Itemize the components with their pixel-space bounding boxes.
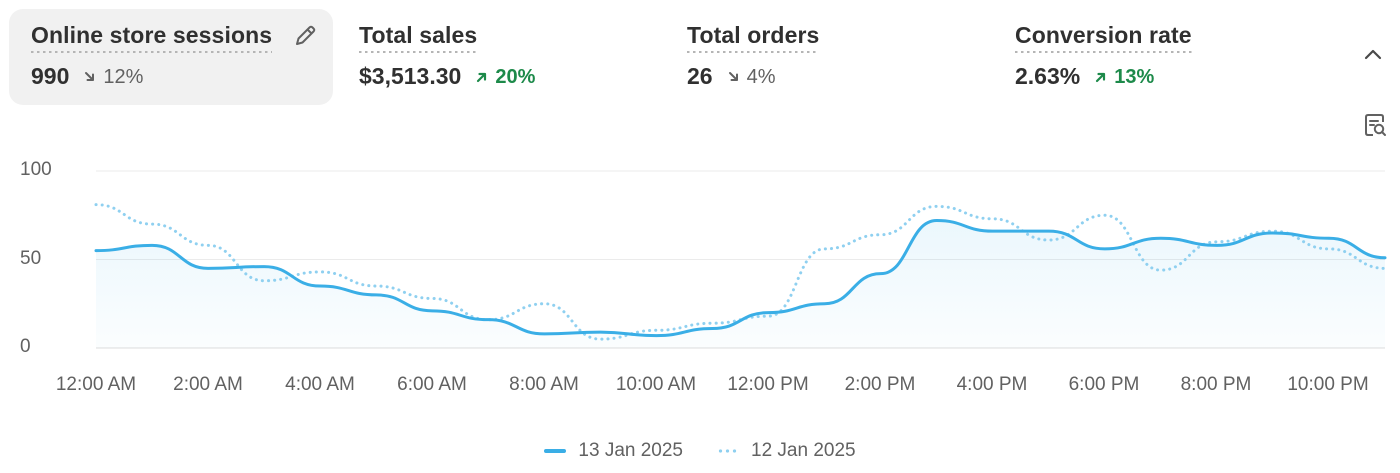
x-tick-label: 8:00 PM — [1180, 374, 1252, 395]
metric-title[interactable]: Conversion rate — [1015, 22, 1192, 53]
y-tick-label: 100 — [20, 159, 52, 180]
metric-change: 12% — [83, 66, 143, 89]
metric-value: 26 — [687, 63, 713, 89]
x-tick-label: 4:00 PM — [956, 374, 1028, 395]
search-insights-icon[interactable] — [1362, 112, 1388, 138]
series-area-current — [96, 220, 1385, 348]
x-tick-label: 12:00 PM — [727, 374, 809, 395]
metric-change-value: 4% — [746, 65, 776, 88]
x-tick-label: 2:00 PM — [844, 374, 916, 395]
legend-label: 13 Jan 2025 — [578, 440, 683, 461]
metric-title[interactable]: Online store sessions — [31, 22, 273, 53]
arrow-down-right-icon — [728, 72, 738, 81]
legend-swatch-dotted — [717, 449, 739, 453]
metric-change: 20% — [475, 66, 535, 89]
x-tick-label: 8:00 AM — [509, 374, 579, 395]
legend-item-previous[interactable]: 12 Jan 2025 — [717, 440, 856, 462]
metric-value: 990 — [31, 63, 70, 89]
metric-value: 2.63% — [1015, 63, 1081, 89]
x-tick-label: 6:00 AM — [397, 374, 467, 395]
x-tick-label: 10:00 AM — [615, 374, 697, 395]
chart-legend: 13 Jan 2025 12 Jan 2025 — [0, 440, 1400, 462]
series-line-current — [94, 219, 1387, 338]
pencil-icon[interactable] — [292, 23, 318, 49]
legend-swatch-solid — [544, 449, 567, 453]
metric-card-sessions[interactable]: Online store sessions 990 12% — [9, 9, 333, 105]
arrow-up-right-icon — [1096, 72, 1106, 83]
legend-item-current[interactable]: 13 Jan 2025 — [544, 440, 683, 462]
metric-change-value: 12% — [103, 65, 144, 88]
metric-card-conversion-rate[interactable]: Conversion rate 2.63% 13% — [993, 9, 1313, 105]
arrow-down-right-icon — [85, 72, 95, 81]
metric-title[interactable]: Total orders — [687, 22, 820, 53]
x-tick-label: 10:00 PM — [1287, 374, 1369, 395]
metric-card-total-sales[interactable]: Total sales $3,513.30 20% — [337, 9, 657, 105]
legend-label: 12 Jan 2025 — [751, 440, 856, 461]
x-tick-label: 4:00 AM — [285, 374, 355, 395]
x-tick-label: 12:00 AM — [55, 374, 137, 395]
x-tick-label: 2:00 AM — [173, 374, 243, 395]
x-tick-label: 6:00 PM — [1068, 374, 1140, 395]
metric-change: 4% — [727, 66, 776, 89]
metric-value: $3,513.30 — [359, 63, 462, 89]
metric-card-total-orders[interactable]: Total orders 26 4% — [665, 9, 985, 105]
metric-change-value: 13% — [1114, 65, 1155, 88]
metric-change-value: 20% — [495, 65, 536, 88]
series-line-previous — [94, 203, 1387, 341]
y-tick-label: 0 — [20, 336, 31, 357]
arrow-up-right-icon — [477, 72, 487, 83]
metric-title[interactable]: Total sales — [359, 22, 478, 53]
chevron-up-icon[interactable] — [1362, 44, 1384, 66]
metric-change: 13% — [1094, 66, 1154, 89]
y-tick-label: 50 — [20, 248, 42, 269]
